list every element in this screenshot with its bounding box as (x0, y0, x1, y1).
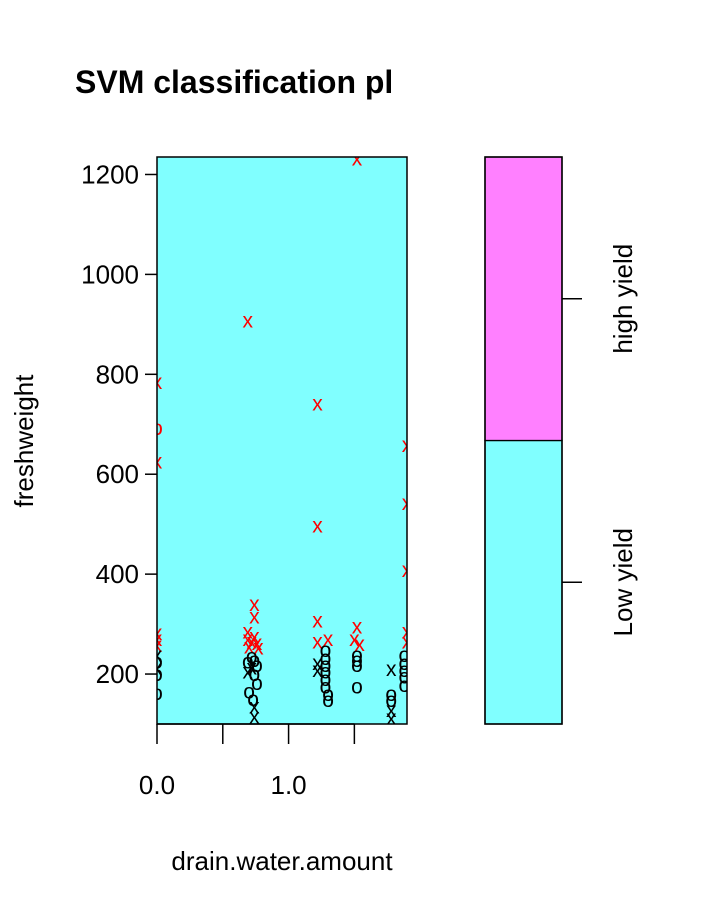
high-yield-point: o (151, 417, 163, 440)
high-yield-support-vector: x (352, 147, 363, 170)
y-axis: 200 400 600 800 1000 1200 (81, 159, 157, 689)
high-yield-support-vector: x (352, 616, 363, 639)
x-axis: 0.0 1.0 (139, 723, 356, 800)
low-yield-point: o (399, 644, 411, 667)
low-yield-support-vector: x (152, 644, 163, 667)
high-yield-support-vector: x (249, 593, 260, 616)
high-yield-support-vector: x (249, 606, 260, 629)
high-yield-support-vector: x (312, 515, 323, 538)
high-yield-support-vector: x (402, 621, 413, 644)
low-yield-support-vector: x (152, 657, 163, 680)
high-yield-support-vector: x (246, 631, 257, 654)
low-yield-point: o (385, 683, 397, 706)
colorbar-segment-low-yield (484, 439, 563, 725)
low-yield-point: o (320, 647, 332, 670)
y-tick-label: 1200 (81, 159, 139, 189)
low-yield-point: o (351, 649, 363, 672)
y-axis-label: freshweight (9, 374, 39, 508)
low-yield-point: o (320, 661, 332, 684)
low-yield-point: o (151, 651, 163, 674)
chart-title: SVM classification pl (75, 64, 393, 100)
low-yield-point: o (251, 654, 263, 677)
low-yield-point: o (399, 659, 411, 682)
low-yield-point: o (243, 681, 255, 704)
low-yield-point: o (251, 672, 263, 695)
high-yield-support-vector: x (402, 559, 413, 582)
low-yield-point: o (322, 689, 334, 712)
low-yield-point: o (320, 654, 332, 677)
low-yield-point: o (249, 663, 261, 686)
low-yield-support-vector: x (386, 658, 397, 681)
y-tick-label: 200 (96, 659, 139, 689)
colorbar-segment-high-yield (484, 156, 563, 442)
low-yield-support-vector: x (386, 699, 397, 722)
low-yield-point: o (246, 646, 258, 669)
low-yield-point: o (320, 676, 332, 699)
high-yield-support-vector: x (244, 636, 255, 659)
high-yield-support-vector: x (402, 631, 413, 654)
high-yield-support-vector: x (152, 371, 163, 394)
low-yield-point: o (351, 644, 363, 667)
low-yield-support-vector: x (246, 657, 257, 680)
low-yield-point: o (249, 649, 261, 672)
low-yield-point: o (151, 682, 163, 705)
low-yield-point: o (399, 674, 411, 697)
x-tick-label: 1.0 (271, 770, 307, 800)
high-yield-support-vector: x (152, 451, 163, 474)
x-tick-label: 0.0 (139, 770, 175, 800)
high-yield-support-vector: x (354, 633, 365, 656)
low-yield-support-vector: x (243, 661, 254, 684)
plot-background (157, 157, 407, 724)
low-yield-point: o (399, 666, 411, 689)
high-yield-support-vector: x (312, 392, 323, 415)
high-yield-support-vector: x (349, 628, 360, 651)
high-yield-support-vector: x (152, 628, 163, 651)
high-yield-support-vector: x (402, 434, 413, 457)
low-yield-point: o (247, 688, 259, 711)
high-yield-support-vector: x (253, 637, 264, 660)
high-yield-support-vector: x (243, 621, 254, 644)
high-yield-support-vector: x (312, 610, 323, 633)
colorbar-label-high-yield: high yield (608, 244, 638, 354)
low-yield-point: o (320, 668, 332, 691)
y-tick-label: 800 (96, 359, 139, 389)
class-colorbar: Low yield high yield (484, 156, 638, 725)
low-yield-point: o (151, 663, 163, 686)
high-yield-support-vector: x (402, 492, 413, 515)
y-tick-label: 400 (96, 559, 139, 589)
low-yield-point: o (399, 652, 411, 675)
low-yield-support-vector: x (249, 696, 260, 719)
high-yield-support-vector: x (252, 632, 263, 655)
y-tick-label: 1000 (81, 259, 139, 289)
low-yield-point: o (351, 654, 363, 677)
low-yield-point: o (242, 651, 254, 674)
low-yield-point: o (322, 683, 334, 706)
colorbar-label-low-yield: Low yield (608, 528, 638, 636)
low-yield-support-vector: x (386, 707, 397, 730)
low-yield-point: o (320, 639, 332, 662)
high-yield-support-vector: x (323, 628, 334, 651)
high-yield-support-vector: x (312, 631, 323, 654)
low-yield-support-vector: x (312, 652, 323, 675)
high-yield-support-vector: x (249, 626, 260, 649)
low-yield-support-vector: x (249, 706, 260, 729)
high-yield-support-vector: x (243, 309, 254, 332)
high-yield-support-vector: x (152, 622, 163, 645)
low-yield-support-vector: x (312, 659, 323, 682)
colorbar-frame (484, 156, 563, 725)
high-yield-support-vector: x (152, 634, 163, 657)
high-yield-support-vector: x (243, 628, 254, 651)
y-tick-label: 600 (96, 459, 139, 489)
x-axis-label: drain.water.amount (171, 846, 393, 876)
low-yield-point: o (351, 676, 363, 699)
low-yield-point: o (385, 689, 397, 712)
